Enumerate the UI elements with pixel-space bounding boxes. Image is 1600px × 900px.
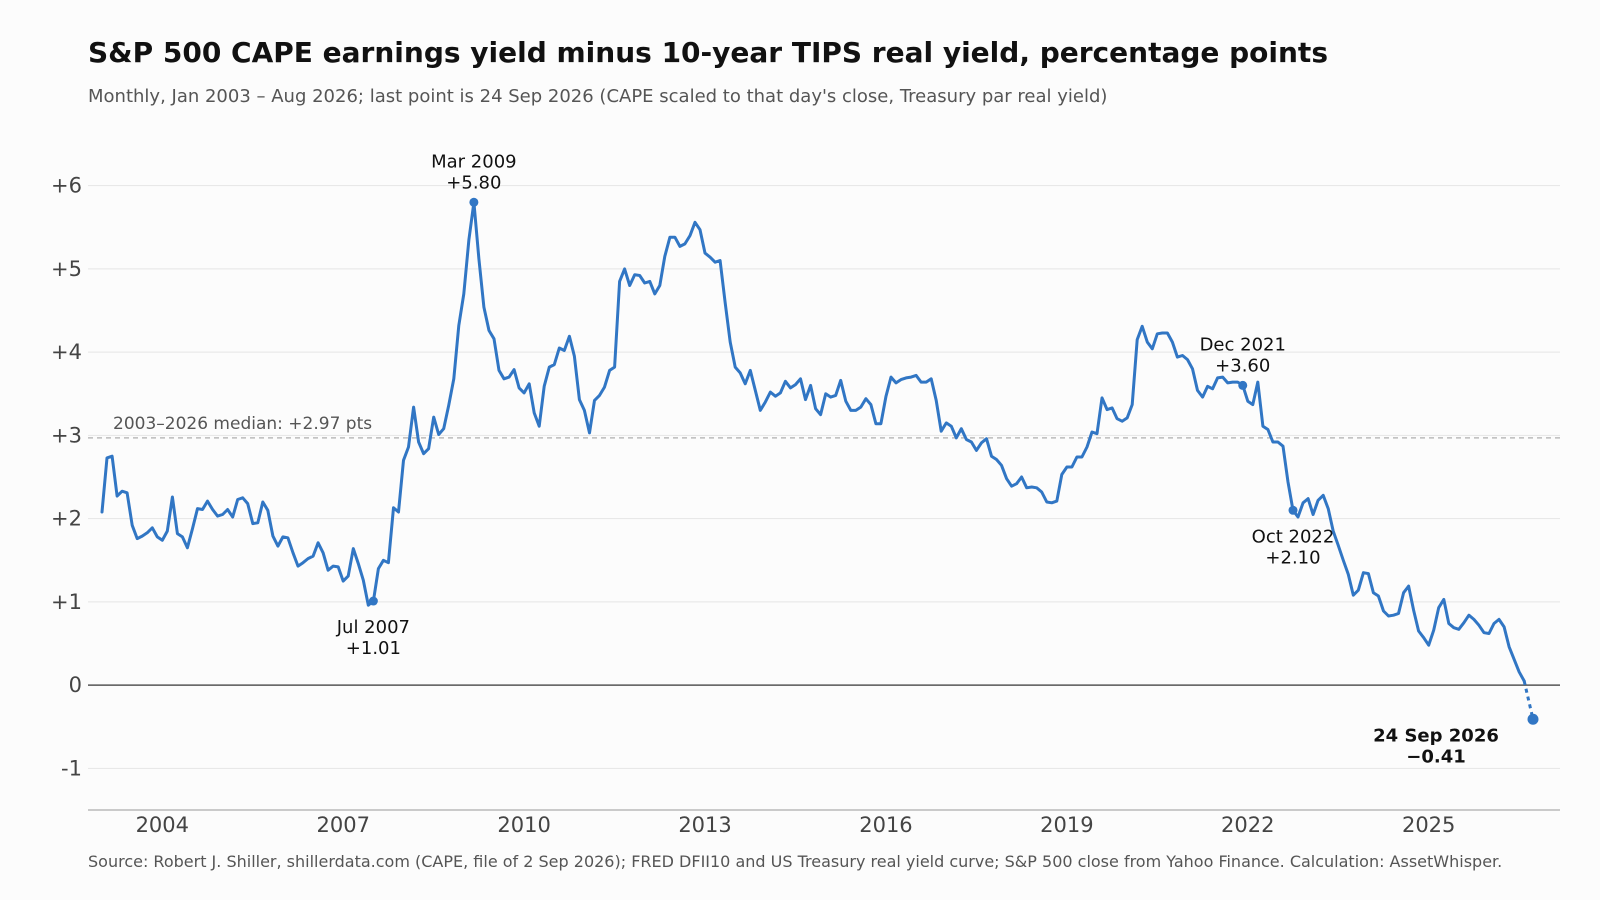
median-label: 2003–2026 median: +2.97 pts xyxy=(113,414,372,434)
x-tick-label-2: 2010 xyxy=(497,813,550,837)
x-tick-label-0: 2004 xyxy=(136,813,189,837)
series-spread xyxy=(100,200,1535,720)
annotation-value-2: +3.60 xyxy=(1215,355,1270,376)
chart-source: Source: Robert J. Shiller, shillerdata.c… xyxy=(88,852,1503,871)
y-tick-label-6: 0 xyxy=(69,673,82,697)
series-line xyxy=(100,200,1526,683)
annotation-marker-2 xyxy=(1238,380,1248,390)
y-tick-label-1: +5 xyxy=(51,257,82,281)
chart-title: S&P 500 CAPE earnings yield minus 10-yea… xyxy=(88,36,1328,69)
median-reference: 2003–2026 median: +2.97 pts xyxy=(88,414,1560,439)
x-tick-label-5: 2019 xyxy=(1040,813,1093,837)
axes: +6 +5 +4 +3 +2 +1 0 -1 2004 2007 2010 2013 2016 2019 2… xyxy=(51,174,1560,837)
annotation-date-4: 24 Sep 2026 xyxy=(1373,725,1499,746)
annotation-date-0: Jul 2007 xyxy=(336,617,410,638)
y-tick-label-7: -1 xyxy=(61,756,82,780)
x-tick-label-4: 2016 xyxy=(859,813,912,837)
annotation-value-1: +5.80 xyxy=(446,172,501,193)
chart-subtitle: Monthly, Jan 2003 – Aug 2026; last point… xyxy=(88,86,1108,107)
annotation-date-2: Dec 2021 xyxy=(1200,334,1286,355)
annotation-value-0: +1.01 xyxy=(346,638,401,659)
annotation-value-3: +2.10 xyxy=(1265,547,1320,568)
gridlines xyxy=(88,185,1560,769)
x-tick-label-1: 2007 xyxy=(316,813,369,837)
y-tick-label-0: +6 xyxy=(51,174,82,198)
y-tick-label-4: +2 xyxy=(51,507,82,531)
annotation-marker-3 xyxy=(1288,505,1298,515)
x-tick-label-3: 2013 xyxy=(678,813,731,837)
annotation-date-3: Oct 2022 xyxy=(1252,526,1335,547)
x-tick-label-7: 2025 xyxy=(1402,813,1455,837)
annotation-marker-4 xyxy=(1527,713,1539,725)
series-extension-dashed xyxy=(1522,680,1535,720)
annotation-value-4: −0.41 xyxy=(1406,746,1466,767)
annotation-date-1: Mar 2009 xyxy=(431,151,517,172)
annotations: Jul 2007+1.01 Mar 2009+5.80 Dec 2021+3.60 O… xyxy=(336,151,1539,767)
y-tick-label-5: +1 xyxy=(51,590,82,614)
y-tick-label-2: +4 xyxy=(51,340,82,364)
annotation-marker-1 xyxy=(469,197,479,207)
x-tick-label-6: 2022 xyxy=(1221,813,1274,837)
y-tick-label-3: +3 xyxy=(51,423,82,447)
annotation-marker-0 xyxy=(368,596,378,606)
